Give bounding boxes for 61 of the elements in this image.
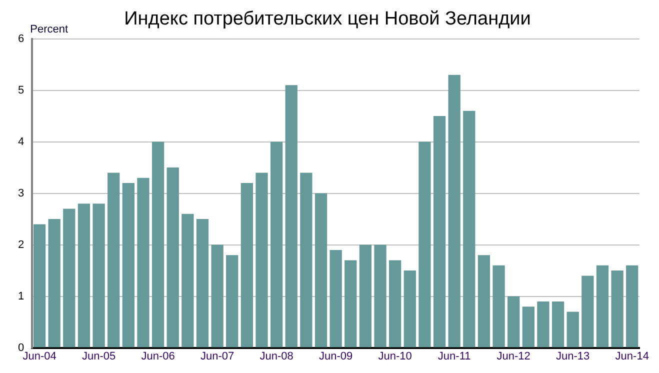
bar [196, 219, 209, 348]
x-tick-label: Jun-12 [496, 350, 530, 362]
y-axis-title: Percent [30, 23, 68, 36]
bar [611, 270, 624, 348]
bar [374, 244, 386, 348]
bar [433, 116, 446, 348]
y-tick-label: 0 [18, 342, 24, 354]
bar [344, 260, 357, 348]
y-tick-label: 2 [18, 238, 24, 251]
bar [330, 250, 342, 348]
bar [522, 306, 534, 348]
bar [508, 296, 520, 348]
bar [137, 178, 150, 348]
bar [596, 265, 609, 348]
bar [389, 260, 402, 348]
bar [492, 265, 505, 348]
x-tick-label: Jun-07 [200, 350, 234, 362]
bar [478, 255, 490, 348]
bar [240, 183, 254, 348]
x-tick-label: Jun-14 [615, 350, 649, 362]
bar [314, 193, 328, 348]
y-tick-label: 3 [18, 187, 24, 200]
bar [359, 244, 372, 348]
x-tick-label: Jun-13 [556, 350, 590, 362]
x-tick-label: Jun-04 [22, 350, 56, 362]
bar [78, 204, 90, 348]
x-tick-label: Jun-06 [141, 350, 175, 362]
bar [270, 142, 283, 348]
bar [33, 224, 46, 348]
y-tick-label: 6 [18, 32, 24, 45]
bar [92, 204, 105, 348]
bar [256, 172, 268, 348]
bar [122, 183, 134, 348]
bar [448, 74, 460, 348]
bar [404, 270, 416, 348]
bar [463, 110, 476, 348]
bar [63, 208, 76, 348]
x-tick-label: Jun-05 [82, 350, 116, 362]
x-tick-label: Jun-09 [318, 350, 353, 362]
bar [300, 172, 312, 348]
bar [537, 301, 550, 348]
bar [626, 265, 638, 348]
y-tick-label: 1 [18, 290, 24, 302]
bar [211, 244, 224, 348]
bar [108, 172, 120, 348]
bar [285, 85, 298, 348]
bar [552, 301, 564, 348]
bar [48, 219, 60, 348]
bar [152, 142, 164, 348]
bar [566, 312, 579, 348]
y-tick-label: 4 [18, 136, 24, 148]
chart-title: Индекс потребительских цен Новой Зеландии [124, 8, 531, 30]
bar [166, 168, 179, 348]
x-tick-label: Jun-10 [378, 350, 412, 362]
x-tick-label: Jun-08 [260, 350, 294, 362]
bar [418, 142, 431, 348]
y-tick-label: 5 [18, 84, 24, 96]
bar [582, 276, 594, 348]
bar [182, 214, 194, 348]
x-tick-label: Jun-11 [438, 350, 471, 362]
bar [226, 255, 238, 348]
